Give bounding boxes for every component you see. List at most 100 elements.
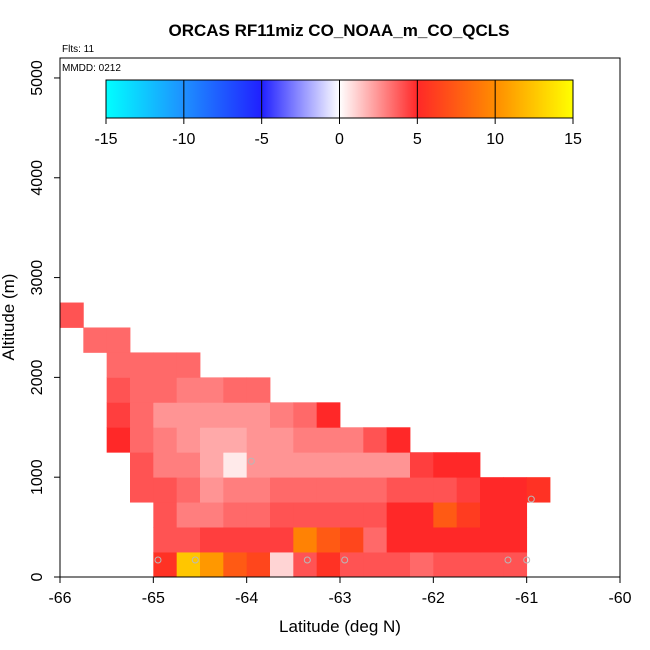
- heatmap-cell: [153, 352, 178, 378]
- heatmap-cell: [176, 377, 201, 403]
- heatmap-cell: [223, 552, 248, 578]
- x-axis-label: Latitude (deg N): [279, 617, 401, 636]
- colorbar-ticks: -15 -10 -5 0 5 10 15: [94, 80, 582, 148]
- heatmap-cell: [153, 377, 178, 403]
- heatmap-cell: [153, 527, 178, 553]
- heatmap-cell: [106, 427, 131, 453]
- heatmap-cell: [456, 452, 481, 478]
- heatmap-cell: [456, 477, 481, 503]
- heatmap-cell: [176, 352, 201, 378]
- heatmap-cell: [363, 452, 388, 478]
- date-annotation: MMDD: 0212: [62, 63, 121, 74]
- x-tick-label: -64: [235, 590, 258, 607]
- heatmap-cell: [153, 402, 178, 428]
- flights-annotation: Flts: 11: [62, 44, 94, 55]
- colorbar: -15 -10 -5 0 5 10 15: [94, 79, 582, 148]
- y-tick-label: 3000: [29, 260, 46, 296]
- sample-point: [341, 556, 349, 564]
- heatmap-cell: [200, 527, 224, 553]
- heatmap-cell: [270, 552, 294, 578]
- heatmap-cells: [60, 302, 551, 578]
- x-tick-label: -66: [48, 590, 71, 607]
- heatmap-cell: [83, 327, 108, 353]
- y-tick-label: 1000: [29, 459, 46, 495]
- sample-point: [247, 457, 255, 465]
- y-tick-label: 0: [29, 572, 46, 581]
- colorbar-tick-label: -15: [94, 131, 117, 148]
- heatmap-cell: [200, 502, 224, 528]
- heatmap-cell: [363, 477, 388, 503]
- heatmap-cell: [503, 477, 528, 503]
- colorbar-tick-label: -5: [255, 131, 269, 148]
- heatmap-cell: [106, 377, 131, 403]
- heatmap-cell: [223, 502, 248, 528]
- heatmap-cell: [293, 452, 318, 478]
- heatmap-cell: [60, 302, 84, 328]
- heatmap-cell: [340, 452, 364, 478]
- x-tick-label: -61: [515, 590, 538, 607]
- heatmap-cell: [456, 527, 481, 553]
- x-tick-label: -63: [328, 590, 351, 607]
- heatmap-cell: [386, 477, 411, 503]
- heatmap-cell: [316, 502, 341, 528]
- heatmap-cell: [386, 427, 411, 453]
- sample-point: [504, 556, 512, 564]
- heatmap-cell: [386, 502, 411, 528]
- heatmap-cell: [176, 527, 201, 553]
- heatmap-cell: [153, 502, 178, 528]
- sample-point: [303, 556, 311, 564]
- heatmap-cell: [153, 477, 178, 503]
- sample-point: [191, 556, 199, 564]
- y-tick-label: 4000: [29, 160, 46, 196]
- chart-title: ORCAS RF11miz CO_NOAA_m_CO_QCLS: [168, 21, 509, 40]
- heatmap-cell: [223, 452, 248, 478]
- sample-point: [523, 556, 531, 564]
- heatmap-cell: [293, 477, 318, 503]
- heatmap-cell: [410, 477, 434, 503]
- heatmap-cell: [316, 552, 341, 578]
- heatmap-cell: [246, 452, 271, 478]
- heatmap-cell: [270, 427, 294, 453]
- heatmap-cell: [410, 452, 434, 478]
- heatmap-cell: [433, 527, 458, 553]
- heatmap-cell: [246, 502, 271, 528]
- heatmap-cell: [176, 427, 201, 453]
- heatmap-cell: [386, 552, 411, 578]
- heatmap-cell: [386, 527, 411, 553]
- colorbar-tick-label: -10: [172, 131, 195, 148]
- x-tick-label: -65: [142, 590, 165, 607]
- heatmap-cell: [340, 502, 364, 528]
- heatmap-cell: [293, 427, 318, 453]
- colorbar-tick-label: 15: [564, 131, 582, 148]
- heatmap-cell: [200, 477, 224, 503]
- heatmap-cell: [433, 452, 458, 478]
- heatmap-cell: [153, 452, 178, 478]
- heatmap-cell: [270, 527, 294, 553]
- heatmap-cell: [223, 427, 248, 453]
- heatmap-cell: [480, 552, 504, 578]
- heatmap-cell: [480, 477, 504, 503]
- heatmap-cell: [246, 377, 271, 403]
- heatmap-cell: [316, 477, 341, 503]
- sample-point: [527, 495, 535, 503]
- y-axis: 0 1000 2000 3000 4000 5000: [29, 60, 60, 581]
- heatmap-cell: [340, 527, 364, 553]
- heatmap-cell: [223, 527, 248, 553]
- heatmap-cell: [410, 552, 434, 578]
- heatmap-cell: [176, 452, 201, 478]
- heatmap-cell: [433, 502, 458, 528]
- heatmap-cell: [316, 427, 341, 453]
- heatmap-cell: [480, 502, 504, 528]
- heatmap-cell: [176, 552, 201, 578]
- heatmap-cell: [200, 452, 224, 478]
- heatmap-cell: [130, 477, 154, 503]
- heatmap-cell: [246, 552, 271, 578]
- heatmap-cell: [106, 352, 131, 378]
- heatmap-cell: [340, 427, 364, 453]
- heatmap-cell: [270, 477, 294, 503]
- heatmap-cell: [363, 502, 388, 528]
- heatmap-cell: [270, 402, 294, 428]
- heatmap-cell: [223, 377, 248, 403]
- heatmap-cell: [270, 452, 294, 478]
- heatmap-cell: [340, 477, 364, 503]
